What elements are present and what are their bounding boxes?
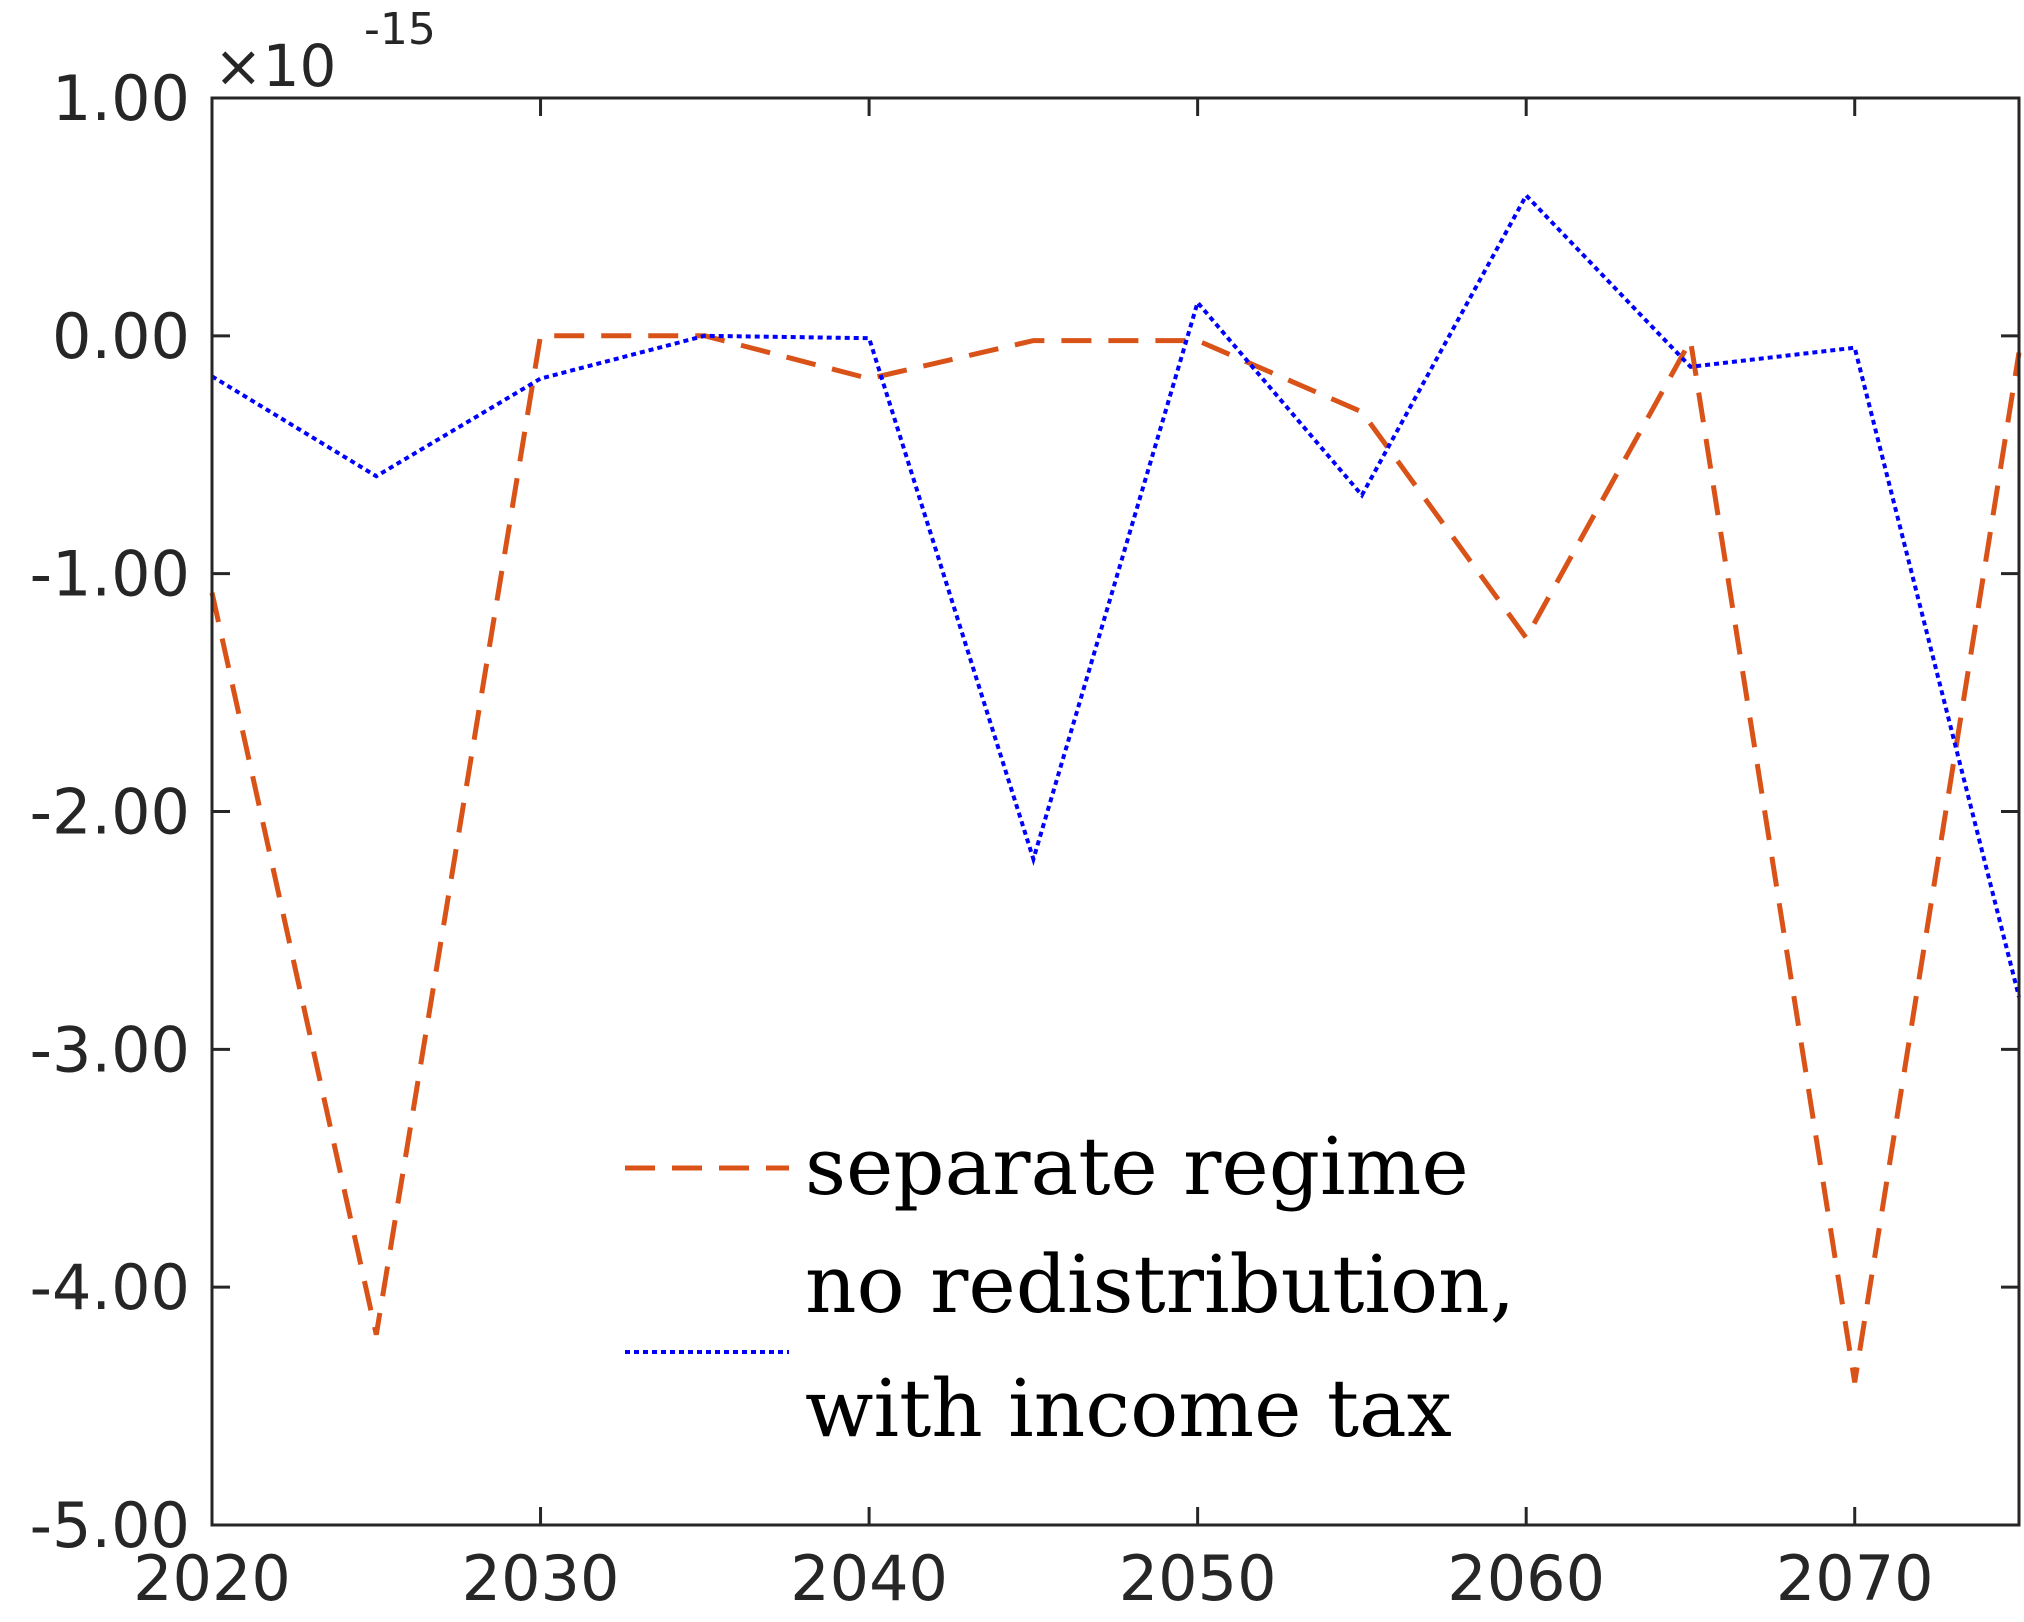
y-exponent-power: -15 [364, 4, 436, 55]
y-tick-label: -4.00 [30, 1251, 190, 1324]
y-tick-label: -2.00 [30, 776, 190, 849]
y-tick-label: -5.00 [30, 1489, 190, 1562]
y-tick-label: 0.00 [52, 300, 190, 373]
y-tick-label: 1.00 [52, 62, 190, 135]
x-tick-label: 2060 [1447, 1542, 1605, 1615]
y-exponent-base: ×10 [214, 32, 336, 100]
legend-label-no-redistribution-line: no redistribution, [805, 1238, 1515, 1331]
axis-ticks: 2020 2030 2040 2050 2060 2070 1.00 0.00 -1.00 -2.… [30, 62, 2019, 1615]
y-tick-label: -3.00 [30, 1013, 190, 1086]
series-line [210, 192, 2021, 998]
y-axis-exponent: ×10 -15 [214, 4, 436, 100]
x-tick-label: 2070 [1776, 1542, 1934, 1615]
legend-label-separate-regime: separate regime [805, 1120, 1469, 1213]
x-tick-label: 2050 [1119, 1542, 1277, 1615]
legend: separate regime no redistribution, with in… [625, 1120, 1515, 1455]
y-tick-label: -1.00 [30, 538, 190, 611]
series-line [209, 333, 2022, 1383]
x-tick-label: 2030 [462, 1542, 620, 1615]
x-tick-label: 2040 [790, 1542, 948, 1615]
legend-label-no-redistribution-line: with income tax [805, 1362, 1452, 1455]
x-tick-label: 2020 [133, 1542, 291, 1615]
series-layer [209, 192, 2022, 1383]
